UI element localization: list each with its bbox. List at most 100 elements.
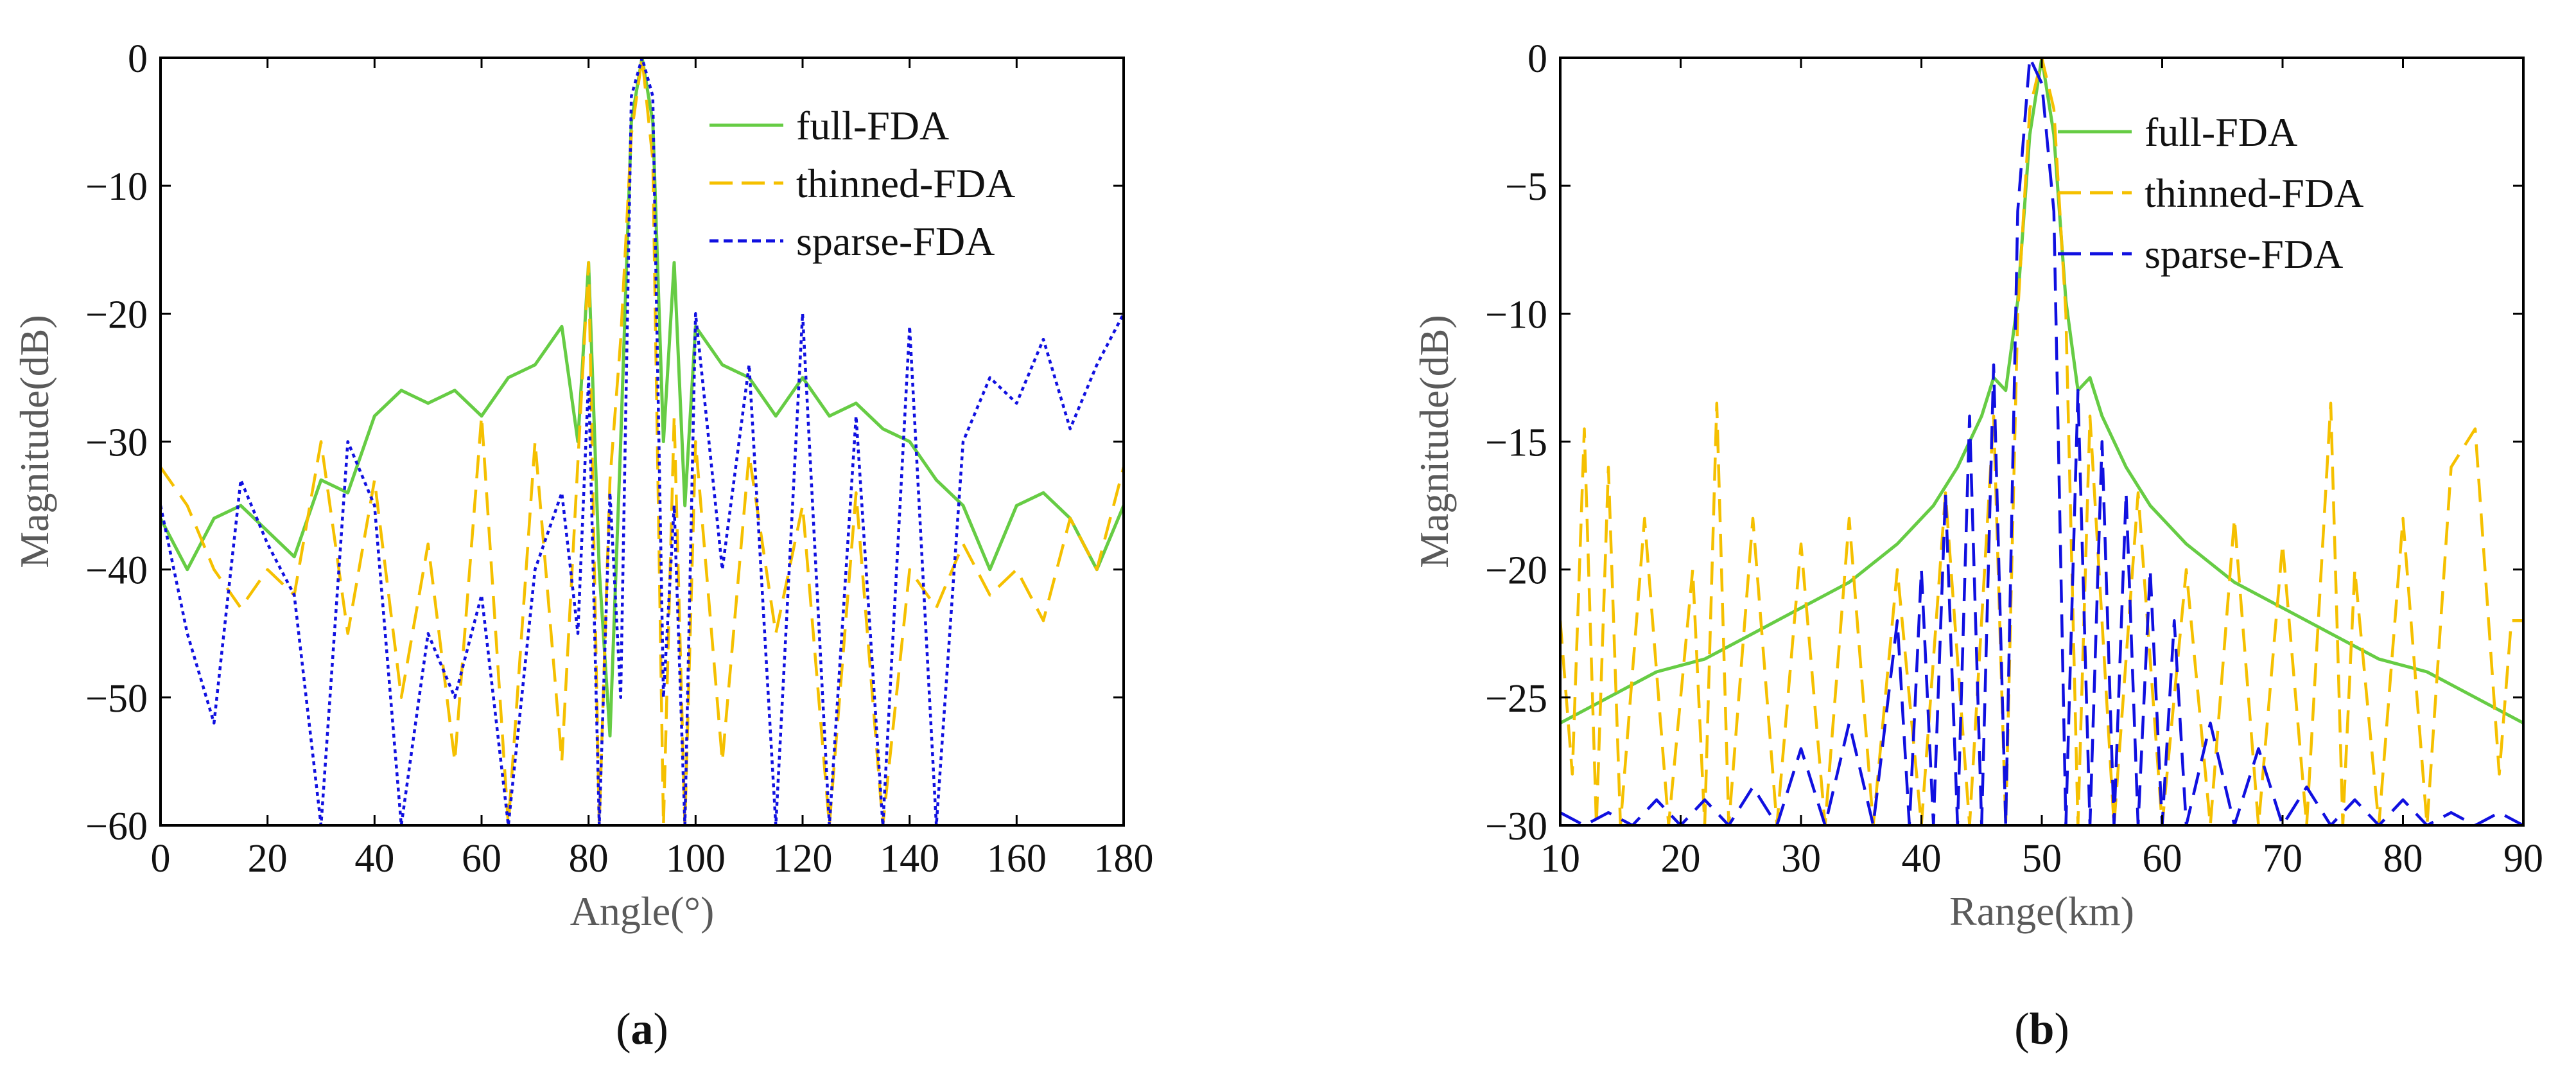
data-point-full-FDA-5 xyxy=(293,556,295,558)
data-point-sparse-FDA-31 xyxy=(801,312,804,315)
data-point-full-FDA-14 xyxy=(534,364,536,366)
legend-label-thinned-FDA: thinned-FDA xyxy=(2145,170,2363,216)
series-line-full-FDA xyxy=(161,58,1124,738)
data-point-sparse-FDA-17 xyxy=(587,376,590,379)
data-point-thinned-FDA-37 xyxy=(989,594,991,597)
data-point-sparse-FDA-10 xyxy=(1800,748,1802,750)
data-point-sparse-FDA-33 xyxy=(855,415,857,418)
data-point-full-FDA-11 xyxy=(453,389,456,392)
data-point-thinned-FDA-4 xyxy=(266,568,269,571)
data-point-sparse-FDA-24 xyxy=(662,696,665,699)
data-point-full-FDA-37 xyxy=(962,504,964,507)
data-point-thinned-FDA-3 xyxy=(239,606,242,609)
y-tick-label: −20 xyxy=(1485,549,1547,593)
data-point-thinned-FDA-10 xyxy=(427,543,430,545)
data-point-sparse-FDA-25 xyxy=(673,504,675,507)
data-point-full-FDA-19 xyxy=(609,735,611,737)
plot-frame xyxy=(1559,57,2525,827)
data-point-thinned-FDA-2 xyxy=(213,568,215,571)
data-point-sparse-FDA-21 xyxy=(630,95,632,98)
data-point-sparse-FDA-8 xyxy=(1752,786,1754,788)
data-point-thinned-FDA-1 xyxy=(186,504,189,507)
data-point-thinned-FDA-8 xyxy=(373,479,376,481)
data-point-sparse-FDA-31 xyxy=(2101,441,2103,443)
data-point-thinned-FDA-12 xyxy=(480,415,483,418)
data-point-thinned-FDA-47 xyxy=(2474,428,2476,430)
x-tick-label: 20 xyxy=(248,837,288,881)
data-point-sparse-FDA-10 xyxy=(427,632,430,635)
data-point-thinned-FDA-16 xyxy=(587,261,590,264)
data-point-full-FDA-28 xyxy=(2426,671,2428,673)
series-line-thinned-FDA xyxy=(1560,58,2523,825)
data-point-sparse-FDA-24 xyxy=(2017,210,2019,213)
x-tick-label: 60 xyxy=(462,837,501,881)
data-point-full-FDA-12 xyxy=(2005,389,2007,392)
data-point-thinned-FDA-22 xyxy=(652,159,654,161)
data-point-thinned-FDA-25 xyxy=(2028,108,2031,110)
x-axis-label: Angle(°) xyxy=(570,888,715,934)
data-point-thinned-FDA-36 xyxy=(962,543,964,545)
data-point-thinned-FDA-34 xyxy=(2185,568,2188,571)
x-tick-label: 50 xyxy=(2022,837,2062,881)
data-point-thinned-FDA-6 xyxy=(1643,517,1646,520)
data-point-full-FDA-21 xyxy=(2125,466,2127,468)
data-point-full-FDA-8 xyxy=(373,415,376,418)
data-point-thinned-FDA-28 xyxy=(2065,312,2067,315)
data-point-thinned-FDA-26 xyxy=(694,441,697,443)
data-point-full-FDA-28 xyxy=(721,364,724,366)
data-point-full-FDA-2 xyxy=(1655,671,1658,673)
data-point-full-FDA-3 xyxy=(239,504,242,507)
data-point-thinned-FDA-48 xyxy=(2498,773,2501,775)
data-point-sparse-FDA-16 xyxy=(1920,568,1923,571)
legend-label-sparse-FDA: sparse-FDA xyxy=(796,218,995,264)
data-point-sparse-FDA-40 xyxy=(1042,338,1045,340)
legend-label-thinned-FDA: thinned-FDA xyxy=(796,161,1015,206)
data-point-thinned-FDA-46 xyxy=(2450,466,2453,468)
legend-label-sparse-FDA: sparse-FDA xyxy=(2145,231,2343,277)
data-point-sparse-FDA-12 xyxy=(480,594,483,597)
data-point-thinned-FDA-32 xyxy=(2137,491,2139,494)
data-point-full-FDA-20 xyxy=(2101,415,2103,418)
y-axis-label: Magnitude(dB) xyxy=(12,315,57,568)
data-point-full-FDA-34 xyxy=(882,428,884,430)
data-point-sparse-FDA-29 xyxy=(748,364,751,366)
data-point-full-FDA-25 xyxy=(673,261,675,264)
x-tick-label: 160 xyxy=(987,837,1047,881)
data-point-sparse-FDA-35 xyxy=(2149,568,2152,571)
data-point-full-FDA-19 xyxy=(2089,376,2091,379)
data-point-thinned-FDA-28 xyxy=(748,453,751,455)
data-point-sparse-FDA-37 xyxy=(2173,619,2175,622)
data-point-thinned-FDA-24 xyxy=(673,415,675,418)
x-tick-label: 20 xyxy=(1661,837,1701,881)
series-line-sparse-FDA xyxy=(1560,58,2523,825)
data-point-sparse-FDA-2 xyxy=(213,722,215,725)
data-point-thinned-FDA-18 xyxy=(1896,568,1899,571)
data-point-sparse-FDA-49 xyxy=(2450,811,2453,814)
data-point-thinned-FDA-10 xyxy=(1716,402,1718,405)
data-point-thinned-FDA-41 xyxy=(1095,568,1098,571)
data-point-thinned-FDA-42 xyxy=(2354,568,2356,571)
data-point-sparse-FDA-37 xyxy=(962,441,964,443)
data-point-thinned-FDA-35 xyxy=(935,606,937,609)
x-tick-label: 60 xyxy=(2143,837,2182,881)
data-point-full-FDA-36 xyxy=(935,479,937,481)
panel-caption: (b) xyxy=(2014,1005,2069,1054)
x-tick-label: 0 xyxy=(151,837,171,881)
x-tick-label: 140 xyxy=(880,837,939,881)
data-point-full-FDA-1 xyxy=(186,568,189,571)
x-tick-label: 30 xyxy=(1781,837,1821,881)
x-tick-label: 80 xyxy=(2383,837,2423,881)
data-point-sparse-FDA-8 xyxy=(373,504,376,507)
data-point-full-FDA-22 xyxy=(2149,504,2152,507)
data-point-sparse-FDA-51 xyxy=(2498,811,2501,814)
data-point-thinned-FDA-32 xyxy=(855,491,857,494)
y-tick-label: −20 xyxy=(85,293,148,337)
data-point-sparse-FDA-4 xyxy=(1655,798,1658,801)
data-point-thinned-FDA-14 xyxy=(534,441,536,443)
data-point-thinned-FDA-9 xyxy=(400,696,403,699)
data-point-full-FDA-5 xyxy=(1800,606,1802,609)
legend: full-FDA thinned-FDA sparse-FDA xyxy=(2058,109,2363,277)
data-point-full-FDA-24 xyxy=(662,441,665,443)
x-tick-label: 90 xyxy=(2503,837,2543,881)
